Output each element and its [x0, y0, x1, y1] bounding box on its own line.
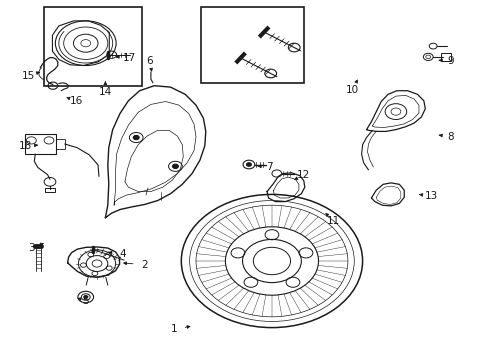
Text: 13: 13 [424, 191, 438, 201]
Text: 17: 17 [123, 53, 137, 63]
Bar [24, 134, 56, 154]
Bar [44, 7, 142, 86]
Text: 8: 8 [447, 132, 454, 142]
Text: 5: 5 [82, 296, 89, 306]
Text: 7: 7 [266, 162, 273, 172]
Text: 10: 10 [346, 85, 359, 95]
Text: 4: 4 [119, 249, 126, 259]
Text: 2: 2 [141, 260, 148, 270]
Circle shape [246, 163, 251, 166]
Bar [201, 7, 304, 83]
Circle shape [133, 135, 139, 140]
Circle shape [84, 296, 88, 298]
Text: 12: 12 [297, 170, 311, 180]
Bar [45, 188, 55, 192]
Text: 15: 15 [22, 71, 35, 81]
Text: 3: 3 [28, 243, 35, 253]
Bar [56, 139, 65, 149]
Bar [441, 53, 451, 61]
Circle shape [172, 164, 178, 168]
Text: 9: 9 [447, 56, 454, 66]
Text: 18: 18 [19, 141, 32, 151]
Text: 11: 11 [326, 216, 340, 226]
Text: 14: 14 [98, 87, 112, 97]
Text: 1: 1 [171, 324, 177, 334]
Text: 6: 6 [146, 56, 153, 66]
Text: 16: 16 [69, 96, 83, 106]
